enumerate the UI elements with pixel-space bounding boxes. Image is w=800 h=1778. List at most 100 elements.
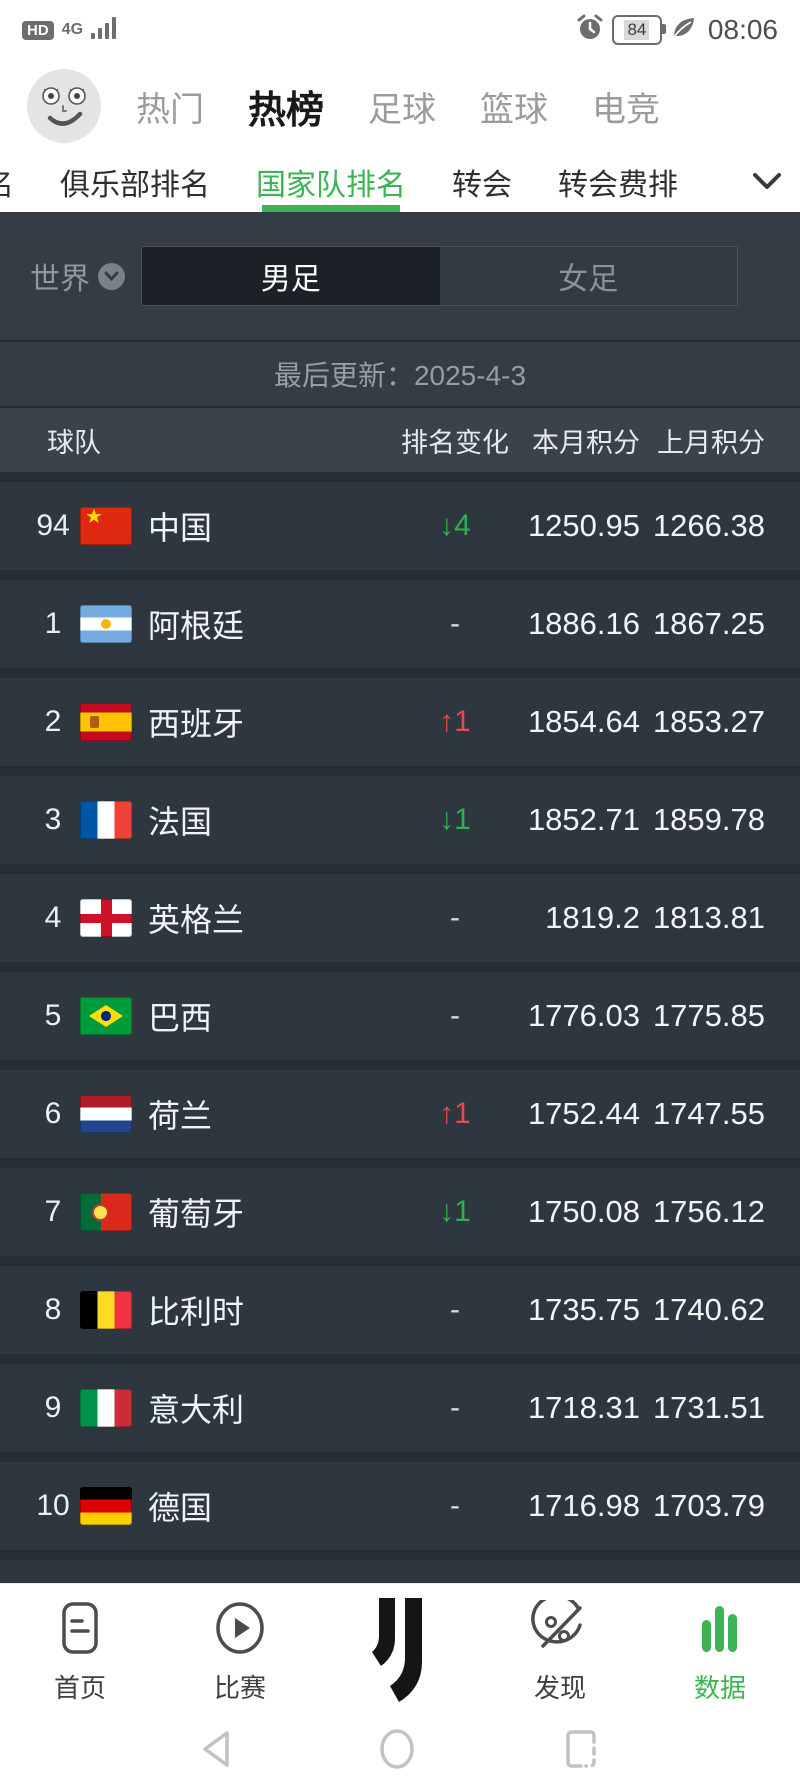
header-team: 球队 <box>47 427 101 458</box>
top-nav: 热门 热榜 足球 篮球 电竞 <box>0 60 800 152</box>
team-name: 德国 <box>148 1490 213 1526</box>
gender-segmented-control: 男足 女足 <box>141 246 738 306</box>
juventus-logo-icon <box>369 1596 431 1712</box>
nav-data-label: 数据 <box>693 1673 746 1703</box>
nav-discover[interactable]: 发现 <box>480 1584 640 1720</box>
table-row[interactable]: 7 葡萄牙 ↓1 1750.08 1756.12 <box>0 1168 800 1256</box>
region-label: 世界 <box>30 263 90 296</box>
table-row[interactable]: 4 英格兰 - 1819.2 1813.81 <box>0 874 800 962</box>
header-previous-points: 上月积分 <box>657 427 765 458</box>
table-row[interactable]: 6 荷兰 ↑1 1752.44 1747.55 <box>0 1070 800 1158</box>
previous-points: 1867.25 <box>652 606 765 641</box>
team-name: 比利时 <box>148 1294 245 1330</box>
team-name: 西班牙 <box>148 706 245 742</box>
network-type-label: 4G <box>61 21 84 38</box>
table-row[interactable]: 3 法国 ↓1 1852.71 1859.78 <box>0 776 800 864</box>
table-row[interactable]: 1 阿根廷 - 1886.16 1867.25 <box>0 580 800 668</box>
table-row[interactable]: 2 西班牙 ↑1 1854.64 1853.27 <box>0 678 800 766</box>
rank: 1 <box>44 607 62 640</box>
nav-discover-label: 发现 <box>533 1673 586 1703</box>
avatar[interactable] <box>26 68 102 144</box>
tab-hot[interactable]: 热门 <box>136 90 204 129</box>
rankings-panel: 世界 男足 女足 最后更新：2025-4-3 球队 排名变化 本月积分 上月积分… <box>0 212 800 1588</box>
segment-womens[interactable]: 女足 <box>439 247 737 305</box>
eco-leaf-icon <box>670 15 696 46</box>
rank-change: ↑1 <box>439 705 471 738</box>
team-name: 葡萄牙 <box>148 1196 245 1232</box>
tab-hot-list[interactable]: 热榜 <box>248 89 325 132</box>
nav-data[interactable]: 数据 <box>640 1584 800 1720</box>
rank-change: - <box>450 1293 460 1326</box>
previous-points: 1740.62 <box>652 1292 765 1327</box>
table-row[interactable]: 8 比利时 - 1735.75 1740.62 <box>0 1266 800 1354</box>
current-points: 1250.95 <box>527 508 640 543</box>
sub-tab-national-ranking[interactable]: 国家队排名 <box>256 152 406 212</box>
flag-icon <box>80 1291 132 1329</box>
android-recents-button[interactable] <box>561 1728 601 1770</box>
main-tabs: 热门 热榜 足球 篮球 电竞 <box>136 79 660 134</box>
previous-points: 1756.12 <box>652 1194 765 1229</box>
rank: 4 <box>44 901 62 934</box>
table-row[interactable]: 5 巴西 - 1776.03 1775.85 <box>0 972 800 1060</box>
rank-change: - <box>450 1391 460 1424</box>
bottom-nav: 首页 比赛 <box>0 1583 800 1778</box>
rank-change: ↓4 <box>439 509 471 542</box>
app-tabbar: 首页 比赛 <box>0 1584 800 1720</box>
table-row[interactable]: 9 意大利 - 1718.31 1731.51 <box>0 1364 800 1452</box>
tab-basketball[interactable]: 篮球 <box>480 90 549 129</box>
hd-badge: HD <box>22 20 54 40</box>
alarm-icon <box>576 14 604 47</box>
team-name: 中国 <box>148 510 213 546</box>
rank: 94 <box>36 509 70 542</box>
current-points: 1752.44 <box>527 1096 640 1131</box>
team-name: 阿根廷 <box>148 608 245 644</box>
nav-matches[interactable]: 比赛 <box>160 1584 320 1720</box>
discover-icon <box>531 1596 589 1660</box>
team-name: 荷兰 <box>148 1098 213 1134</box>
segment-mens[interactable]: 男足 <box>142 247 440 305</box>
sub-tab-club-ranking[interactable]: 俱乐部排名 <box>60 169 210 202</box>
flag-icon <box>80 1095 132 1133</box>
rank: 2 <box>44 705 62 738</box>
nav-juventus[interactable] <box>320 1584 480 1720</box>
table-header: 球队 排名变化 本月积分 上月积分 <box>0 408 800 472</box>
current-points: 1716.98 <box>527 1488 640 1523</box>
sub-nav: 名 俱乐部排名 国家队排名 转会 转会费排 <box>0 152 800 212</box>
flag-icon <box>80 703 132 741</box>
nav-home[interactable]: 首页 <box>0 1584 160 1720</box>
team-name: 英格兰 <box>148 902 245 938</box>
region-dropdown[interactable]: 世界 <box>30 254 125 298</box>
android-back-button[interactable] <box>199 1729 233 1769</box>
nav-matches-label: 比赛 <box>213 1673 266 1703</box>
previous-points: 1747.55 <box>652 1096 765 1131</box>
signal-strength-icon <box>91 15 121 46</box>
previous-points: 1813.81 <box>652 900 765 935</box>
status-bar: HD 4G 84 08:06 <box>0 0 800 60</box>
table-row[interactable]: 10 德国 - 1716.98 1703.79 <box>0 1462 800 1550</box>
tab-football[interactable]: 足球 <box>368 90 437 129</box>
chevron-down-icon[interactable] <box>734 152 800 212</box>
header-change: 排名变化 <box>401 427 509 458</box>
bar-chart-icon <box>694 1596 746 1660</box>
last-updated: 最后更新：2025-4-3 <box>0 340 800 406</box>
current-points: 1718.31 <box>527 1390 640 1425</box>
sub-tab-transfers[interactable]: 转会 <box>452 169 512 202</box>
sub-tab-transfer-fees[interactable]: 转会费排 <box>558 169 678 202</box>
rank-change: ↓1 <box>439 1195 471 1228</box>
previous-points: 1775.85 <box>652 998 765 1033</box>
team-name: 法国 <box>148 804 213 840</box>
previous-points: 1731.51 <box>652 1390 765 1425</box>
sub-tab-partial[interactable]: 名 <box>0 152 14 212</box>
previous-points: 1703.79 <box>652 1488 765 1523</box>
current-points: 1854.64 <box>527 704 640 739</box>
tab-esports[interactable]: 电竞 <box>592 90 661 129</box>
play-circle-icon <box>212 1596 268 1660</box>
nav-home-label: 首页 <box>53 1673 106 1703</box>
table-row[interactable]: 94 中国 ↓4 1250.95 1266.38 <box>0 482 800 570</box>
android-home-button[interactable] <box>377 1727 417 1771</box>
rank: 5 <box>44 999 62 1032</box>
flag-icon <box>80 899 132 937</box>
flag-icon <box>80 1487 132 1525</box>
rank-change: - <box>450 1489 460 1522</box>
current-points: 1750.08 <box>527 1194 640 1229</box>
